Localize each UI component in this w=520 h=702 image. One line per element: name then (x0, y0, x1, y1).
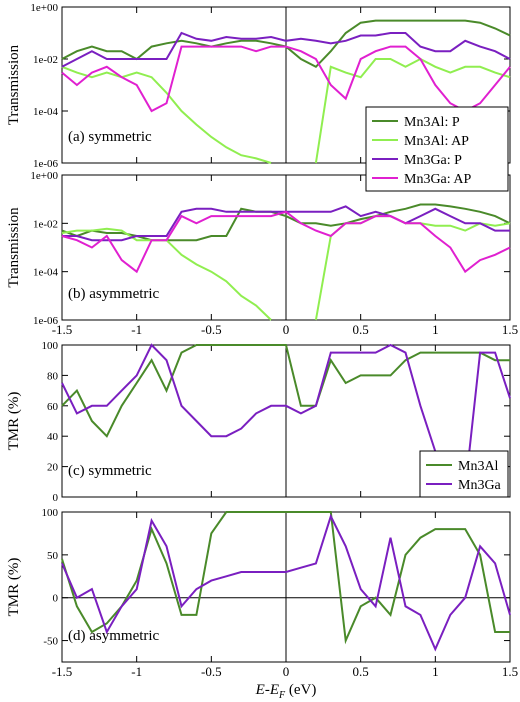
y-tick-label: -50 (43, 636, 58, 648)
y-tick-label: 1e-02 (33, 54, 58, 66)
x-axis-label-main: E-E (255, 682, 279, 698)
y-tick-label: 0 (53, 492, 59, 504)
x-tick-label: 0.5 (353, 322, 369, 337)
x-tick-label: -1.5 (52, 322, 73, 337)
y-tick-label: 1e-06 (33, 158, 59, 170)
x-tick-label: 1.5 (502, 322, 518, 337)
legend-label: Mn3Ga: AP (404, 172, 472, 187)
y-tick-label: 1e+00 (30, 170, 58, 182)
y-tick-label: 1e+00 (30, 2, 58, 14)
x-axis-label-sub: F (278, 690, 286, 701)
y-tick-label: 60 (47, 401, 59, 413)
legend-box (419, 450, 509, 498)
panel-annotation: (c) symmetric (68, 463, 152, 479)
y-axis-label: Transmission (6, 44, 22, 125)
y-tick-label: 1e-02 (33, 218, 58, 230)
y-tick-label: 50 (47, 550, 59, 562)
y-axis-label: TMR (%) (6, 392, 22, 451)
y-tick-label: 100 (42, 507, 59, 519)
y-tick-label: 1e-06 (33, 315, 59, 327)
x-tick-label: 0.5 (353, 664, 369, 679)
y-tick-label: 1e-04 (33, 267, 59, 279)
legend-label: Mn3Ga (458, 478, 502, 493)
series-line (61, 45, 511, 113)
series-line (61, 511, 510, 645)
x-tick-label: 1.5 (502, 664, 518, 679)
x-tick-label: -1 (131, 664, 142, 679)
legend-label: Mn3Al: P (404, 115, 460, 130)
panel-annotation: (b) asymmetric (68, 286, 160, 302)
y-tick-label: 100 (42, 340, 59, 352)
x-tick-label: 0 (283, 322, 290, 337)
series-line (61, 31, 511, 68)
series-line (61, 513, 511, 652)
x-tick-label: -0.5 (201, 664, 222, 679)
y-tick-label: 20 (47, 462, 59, 474)
y-tick-label: 40 (47, 431, 59, 443)
y-tick-label: 80 (47, 370, 59, 382)
x-tick-label: -1 (131, 322, 142, 337)
y-axis-label: Transmission (6, 207, 22, 288)
panel-annotation: (d) asymmetric (68, 628, 160, 644)
legend-label: Mn3Al: AP (404, 134, 469, 149)
x-tick-label: 1 (432, 322, 439, 337)
x-axis-label-unit: (eV) (285, 682, 316, 698)
y-tick-label: 1e-04 (33, 106, 59, 118)
legend-label: Mn3Al (458, 459, 499, 474)
x-tick-label: -1.5 (52, 664, 73, 679)
y-axis-label: TMR (%) (6, 558, 22, 617)
x-tick-label: 0 (283, 664, 290, 679)
x-axis-label: E-EF (eV) (255, 682, 317, 701)
panel-annotation: (a) symmetric (68, 129, 152, 145)
series-line (61, 57, 511, 164)
series-line (61, 344, 510, 438)
y-tick-label: 0 (53, 593, 59, 605)
legend-label: Mn3Ga: P (404, 153, 462, 168)
series-line (61, 210, 511, 274)
x-tick-label: 1 (432, 664, 439, 679)
x-tick-label: -0.5 (201, 322, 222, 337)
